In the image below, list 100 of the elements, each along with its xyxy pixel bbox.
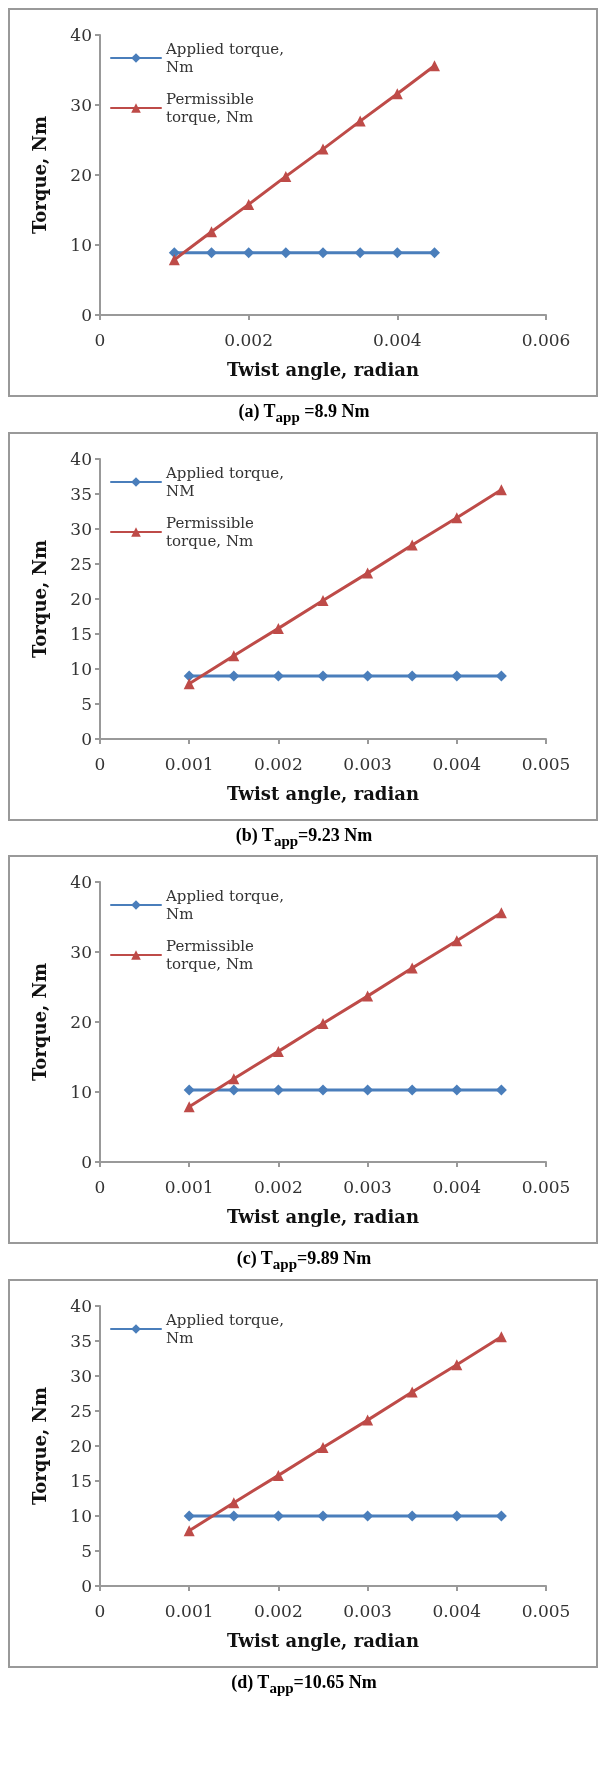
point: [495, 907, 507, 919]
x-tick-label: 0.002: [254, 753, 303, 774]
point: [243, 198, 255, 210]
x-tick-label: 0.002: [254, 1600, 303, 1621]
point: [406, 539, 418, 551]
point: [406, 962, 418, 974]
x-tick-label: 0.002: [254, 1176, 303, 1197]
point: [391, 88, 403, 100]
y-tick-label: 20: [70, 588, 92, 609]
legend-label: Permissible torque, Nm: [166, 90, 259, 126]
x-tick-label: 0.002: [224, 329, 273, 350]
legend-label: Applied torque, Nm: [165, 40, 289, 76]
y-tick-label: 30: [70, 1365, 92, 1386]
point: [406, 1386, 418, 1398]
x-tick-label: 0.004: [432, 753, 482, 774]
x-tick-label: 0: [94, 753, 106, 774]
x-tick-label: 0: [94, 1600, 106, 1621]
y-tick-label: 30: [70, 518, 92, 539]
x-axis-title: Twist angle, radian: [227, 1205, 419, 1227]
y-tick-label: 5: [81, 693, 92, 714]
legend-label: Applied torque, NM: [165, 463, 289, 500]
point: [317, 143, 329, 155]
point: [317, 1018, 329, 1030]
y-tick-label: 10: [70, 1505, 92, 1526]
point: [317, 247, 329, 259]
x-tick-label: 0.003: [343, 1176, 392, 1197]
point: [228, 1073, 240, 1085]
point: [451, 1359, 463, 1371]
text: (a) T$_{app}$ =8.9 Nm: [237, 401, 371, 426]
y-tick-label: 15: [70, 623, 92, 644]
y-tick-label: 40: [70, 872, 92, 893]
point: [183, 670, 195, 682]
y-tick-label: 20: [70, 1435, 92, 1456]
text: (c) T$_{app}$=9.89 Nm: [235, 1248, 373, 1273]
y-tick-label: 25: [70, 1400, 92, 1421]
point: [429, 60, 440, 72]
point: [183, 1084, 195, 1096]
x-tick-label: 0: [94, 1176, 106, 1197]
legend-label: Permissible torque, Nm: [166, 937, 259, 974]
point: [183, 1524, 195, 1536]
point: [317, 1441, 329, 1453]
y-tick-label: 20: [70, 1012, 92, 1033]
point: [451, 935, 463, 947]
x-tick-label: 0.005: [521, 1176, 571, 1197]
y-axis-title: Torque, Nm: [28, 116, 50, 234]
point: [354, 247, 366, 259]
x-tick-label: 0.003: [343, 1600, 392, 1621]
y-tick-label: 5: [81, 1540, 92, 1561]
point: [317, 1510, 329, 1522]
y-tick-label: 0: [81, 305, 92, 325]
point: [280, 247, 292, 259]
point: [272, 622, 284, 634]
y-axis-title: Torque, Nm: [28, 1386, 50, 1505]
legend-label: Permissible torque, Nm: [166, 513, 259, 550]
x-tick-label: 0.006: [521, 329, 571, 350]
point: [280, 170, 292, 182]
y-tick-label: 40: [70, 448, 92, 469]
y-tick-label: 0: [81, 1575, 92, 1596]
y-tick-label: 20: [70, 165, 92, 185]
x-axis-title: Twist angle, radian: [227, 782, 419, 804]
y-tick-label: 35: [70, 483, 92, 504]
point: [317, 670, 329, 682]
y-tick-label: 25: [70, 553, 92, 574]
point: [495, 483, 507, 495]
x-tick-label: 0: [94, 329, 106, 350]
point: [228, 649, 240, 661]
x-tick-label: 0.004: [373, 329, 422, 350]
point: [429, 247, 440, 259]
point: [183, 677, 195, 689]
x-tick-label: 0.001: [164, 753, 214, 774]
y-tick-label: 30: [70, 95, 92, 115]
point: [168, 254, 180, 266]
point: [451, 511, 463, 523]
point: [183, 1510, 195, 1522]
y-tick-label: 35: [70, 1330, 92, 1351]
text: (b) T$_{app}$=9.23 Nm: [234, 824, 374, 850]
y-tick-label: 30: [70, 942, 92, 963]
y-tick-label: 15: [70, 1470, 92, 1491]
point: [362, 1414, 374, 1426]
x-tick-label: 0.001: [164, 1176, 214, 1197]
legend-label: Applied torque, Nm: [165, 887, 289, 924]
y-tick-label: 40: [70, 1295, 92, 1316]
x-axis-title: Twist angle, radian: [227, 1629, 419, 1651]
point: [228, 1496, 240, 1508]
x-tick-label: 0.005: [521, 753, 571, 774]
x-tick-label: 0.003: [343, 753, 392, 774]
legend-label: Applied torque, Nm: [165, 1310, 289, 1347]
y-axis-title: Torque, Nm: [28, 963, 50, 1082]
point: [354, 115, 366, 127]
y-axis-title: Torque, Nm: [28, 539, 50, 658]
x-tick-label: 0.001: [164, 1600, 214, 1621]
x-tick-label: 0.004: [432, 1600, 482, 1621]
point: [317, 594, 329, 606]
x-axis-title: Twist angle, radian: [227, 358, 419, 380]
point: [206, 226, 217, 238]
point: [317, 1084, 329, 1096]
point: [206, 247, 217, 259]
y-tick-label: 0: [81, 1152, 92, 1173]
point: [272, 1469, 284, 1481]
y-tick-label: 10: [70, 658, 92, 679]
